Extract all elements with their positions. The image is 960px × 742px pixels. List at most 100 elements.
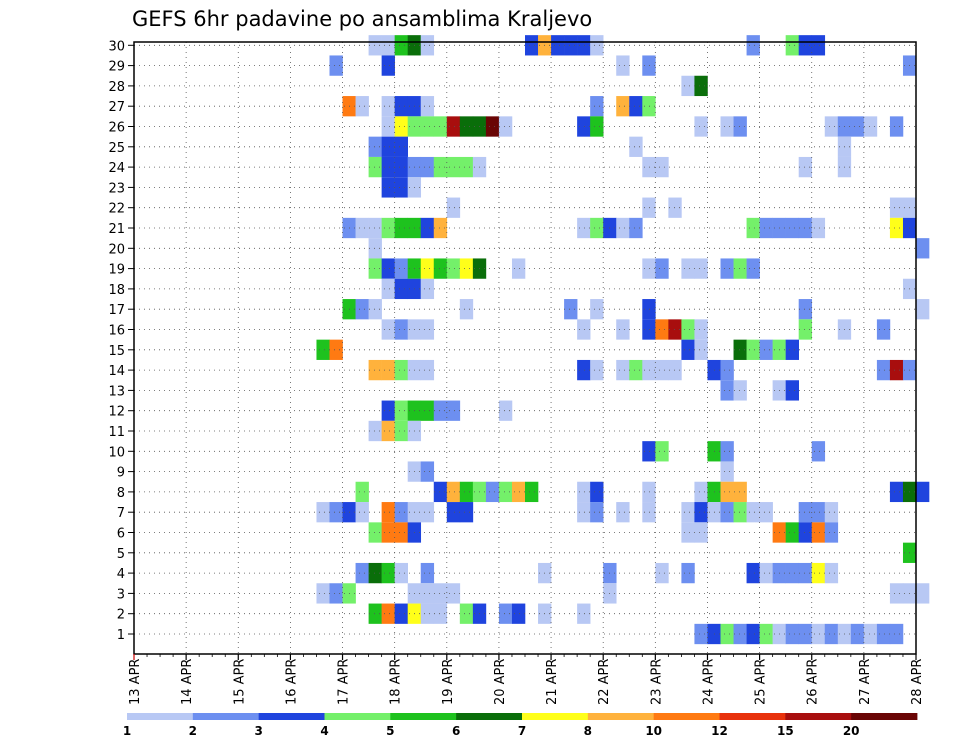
- precip-cell: [694, 319, 708, 340]
- precip-cell: [459, 156, 474, 178]
- y-tick-label: 5: [117, 547, 125, 562]
- precip-cell: [629, 136, 643, 157]
- precip-cell: [381, 420, 395, 442]
- precip-cell: [420, 217, 435, 239]
- x-tick-label: 25 APR: [754, 659, 769, 705]
- precip-cell: [785, 522, 799, 543]
- legend-swatch: [785, 713, 852, 720]
- precip-cell: [551, 35, 565, 56]
- precip-cell: [590, 96, 604, 117]
- precip-cell: [746, 339, 760, 360]
- precip-cell: [746, 562, 760, 584]
- precip-cell: [368, 522, 382, 543]
- precip-cell: [381, 603, 395, 624]
- precip-cell: [785, 217, 799, 239]
- y-tick-label: 8: [117, 486, 125, 501]
- precip-cell: [577, 481, 591, 503]
- precip-cell: [733, 380, 747, 401]
- precip-cell: [863, 116, 878, 137]
- precip-cell: [798, 299, 813, 320]
- precip-cell: [681, 75, 695, 97]
- precip-cell: [394, 258, 408, 279]
- precip-cell: [746, 623, 760, 645]
- precip-cell: [420, 35, 435, 56]
- precip-cell: [811, 562, 826, 584]
- precip-cell: [420, 116, 435, 137]
- precip-cell: [394, 177, 408, 198]
- precip-cell: [368, 35, 382, 56]
- precip-cell: [916, 583, 930, 604]
- legend-swatch: [192, 713, 260, 720]
- precip-cell: [733, 481, 747, 503]
- precip-cell: [642, 258, 656, 279]
- x-tick-label: 27 APR: [858, 659, 873, 705]
- precip-cell: [759, 217, 773, 239]
- precip-cell: [720, 481, 734, 503]
- precip-cell: [433, 603, 448, 624]
- precip-cell: [420, 319, 435, 340]
- precip-cell: [381, 562, 395, 584]
- precip-cell: [433, 258, 448, 279]
- precip-cell: [498, 481, 513, 503]
- precip-cell: [381, 502, 395, 523]
- precip-cell: [446, 481, 461, 503]
- precip-cell: [590, 502, 604, 523]
- precip-cell: [577, 359, 591, 381]
- precip-cell: [394, 562, 408, 584]
- precip-cell: [394, 359, 408, 381]
- y-tick-label: 26: [108, 121, 125, 136]
- precip-cell: [420, 359, 435, 381]
- precip-cell: [798, 522, 813, 543]
- precip-cell: [446, 258, 461, 279]
- precip-cell: [668, 359, 682, 381]
- precip-cell: [381, 522, 395, 543]
- precip-cells: [316, 35, 930, 645]
- legend-label: 2: [189, 724, 197, 738]
- precip-cell: [811, 502, 826, 523]
- precip-cell: [368, 299, 382, 320]
- precip-cell: [511, 481, 526, 503]
- y-tick-label: 22: [108, 202, 125, 217]
- precip-cell: [381, 177, 395, 198]
- precip-cell: [916, 299, 930, 320]
- precip-cell: [577, 502, 591, 523]
- precip-cell: [577, 35, 591, 56]
- precip-cell: [498, 116, 513, 137]
- precip-cell: [368, 217, 382, 239]
- x-tick-label: 17 APR: [337, 659, 352, 705]
- precip-cell: [785, 339, 799, 360]
- x-tick-label: 21 APR: [545, 659, 560, 705]
- precip-cell: [381, 55, 395, 76]
- precip-cell: [733, 339, 747, 360]
- precip-cell: [720, 623, 734, 645]
- precip-cell: [459, 299, 474, 320]
- y-tick-label: 12: [108, 405, 125, 420]
- precip-cell: [642, 359, 656, 381]
- precip-cell: [446, 116, 461, 137]
- precip-cell: [694, 481, 708, 503]
- legend-swatch: [851, 713, 918, 720]
- precip-cell: [824, 116, 839, 137]
- precip-cell: [459, 258, 474, 279]
- y-tick-label: 28: [108, 80, 125, 95]
- precip-cell: [446, 156, 461, 178]
- precip-cell: [485, 116, 500, 137]
- precip-cell: [759, 562, 773, 584]
- precip-cell: [681, 319, 695, 340]
- precip-cell: [459, 603, 474, 624]
- precip-cell: [420, 583, 435, 604]
- precip-cell: [564, 35, 578, 56]
- y-tick-label: 2: [117, 608, 125, 623]
- precip-cell: [642, 55, 656, 76]
- precip-cell: [368, 603, 382, 624]
- precip-cell: [746, 258, 760, 279]
- y-axis-ticks: 1234567891011121314151617181920212223242…: [108, 39, 134, 643]
- legend-swatch: [719, 713, 786, 720]
- precip-cell: [798, 217, 813, 239]
- precip-cell: [811, 522, 826, 543]
- precip-cell: [368, 359, 382, 381]
- precip-cell: [759, 502, 773, 523]
- precip-cell: [420, 156, 435, 178]
- precip-cell: [642, 441, 656, 462]
